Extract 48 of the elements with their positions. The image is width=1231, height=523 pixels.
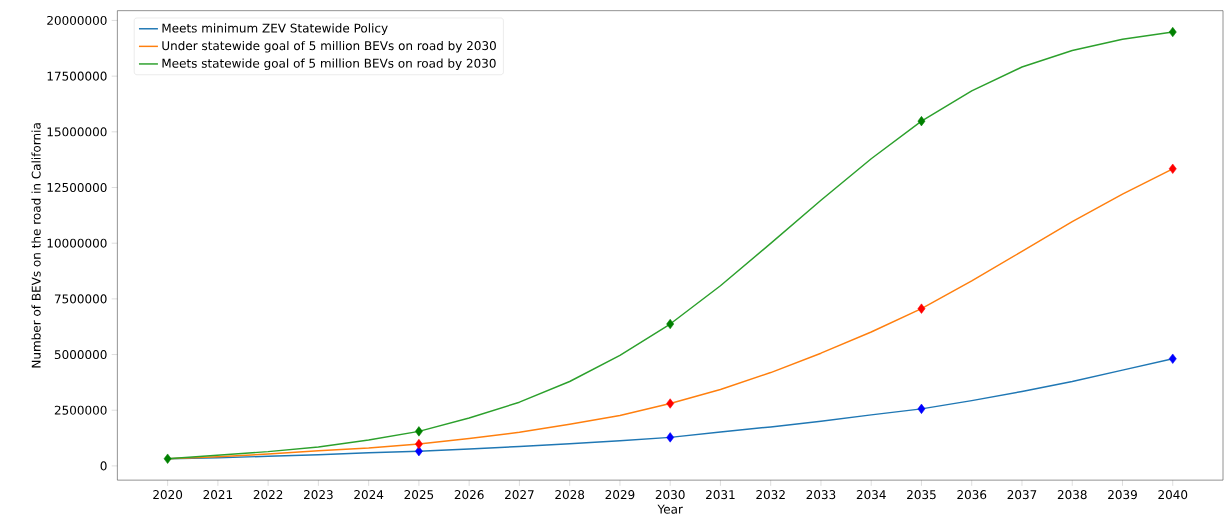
x-tick-label: 2038: [1057, 490, 1087, 500]
y-tick-label: 17500000: [47, 71, 107, 81]
point: [415, 426, 423, 437]
point: [917, 403, 926, 415]
x-tick-label: 2035: [907, 490, 936, 500]
x-tick-label: 2025: [404, 490, 434, 500]
x-tick-label: 2028: [555, 490, 585, 500]
point: [415, 439, 423, 450]
y-tick-label: 12500000: [47, 183, 107, 193]
point: [917, 116, 926, 127]
point: [1168, 163, 1177, 174]
point: [666, 432, 675, 443]
y-tick-label: 7500000: [54, 294, 107, 304]
x-tick-label: 2039: [1108, 490, 1137, 500]
y-tick-label: 10000000: [47, 238, 107, 248]
x-tick-label: 2031: [706, 490, 735, 500]
point: [666, 398, 675, 409]
legend-label: Meets minimum ZEV Statewide Policy: [162, 23, 388, 36]
x-tick-label: 2036: [957, 490, 987, 500]
point: [415, 446, 423, 457]
x-tick-label: 2029: [605, 490, 635, 500]
x-tick-label: 2020: [153, 490, 183, 500]
point: [1168, 27, 1177, 38]
x-tick-label: 2026: [454, 490, 484, 500]
y-tick-label: 20000000: [47, 16, 107, 26]
x-tick-label: 2021: [203, 490, 233, 500]
legend-label: Meets statewide goal of 5 million BEVs on road by 2030: [162, 58, 496, 71]
y-tick-label: 5000000: [54, 350, 107, 360]
x-tick-label: 2024: [354, 490, 384, 500]
x-tick-label: 2034: [856, 490, 886, 500]
y-tick-label: 0: [100, 461, 107, 471]
point: [1168, 353, 1177, 364]
x-tick-label: 2022: [253, 490, 283, 500]
x-tick-label: 2032: [756, 490, 785, 500]
x-tick-label: 2040: [1158, 490, 1188, 500]
x-tick-label: 2027: [505, 490, 534, 500]
x-tick-label: 2023: [304, 490, 333, 500]
y-tick-label: 2500000: [54, 405, 107, 415]
y-axis-title: Number of BEVs on the road in California: [31, 123, 41, 368]
y-tick-label: 15000000: [47, 127, 107, 137]
x-axis-title: Year: [657, 504, 683, 514]
legend-label: Under statewide goal of 5 million BEVs on road by 2030: [162, 41, 496, 53]
x-tick-label: 2033: [806, 490, 836, 500]
point: [163, 453, 172, 464]
x-tick-label: 2030: [655, 490, 685, 500]
point: [666, 319, 675, 330]
x-tick-label: 2037: [1007, 490, 1037, 500]
point: [917, 303, 926, 314]
